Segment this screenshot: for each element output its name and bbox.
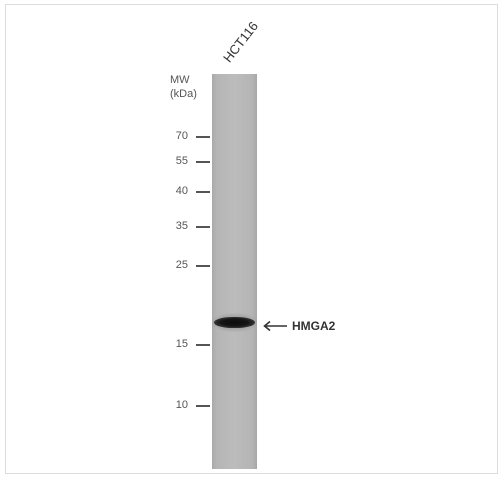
marker-tick — [196, 161, 210, 163]
marker-label: 25 — [175, 259, 188, 271]
marker-tick — [196, 191, 210, 193]
marker-10: 10 — [150, 399, 210, 412]
target-protein-label: HMGA2 — [292, 319, 336, 333]
marker-40: 40 — [150, 185, 210, 198]
marker-label: 15 — [175, 338, 188, 350]
marker-tick — [196, 226, 210, 228]
left-arrow-icon — [263, 320, 287, 332]
gel-lane — [212, 74, 257, 469]
marker-label: 55 — [175, 155, 188, 167]
marker-label: 10 — [175, 399, 188, 411]
molecular-weight-title: MW (kDa) — [170, 73, 197, 101]
marker-15: 15 — [150, 338, 210, 351]
marker-tick — [196, 265, 210, 267]
marker-tick — [196, 344, 210, 346]
marker-25: 25 — [150, 259, 210, 272]
marker-55: 55 — [150, 155, 210, 168]
marker-label: 40 — [175, 185, 188, 197]
marker-label: 70 — [175, 130, 188, 142]
mw-title-line1: MW — [170, 74, 190, 86]
marker-tick — [196, 405, 210, 407]
marker-70: 70 — [150, 130, 210, 143]
marker-tick — [196, 136, 210, 138]
marker-35: 35 — [150, 220, 210, 233]
marker-label: 35 — [175, 220, 188, 232]
mw-title-line2: (kDa) — [170, 88, 197, 100]
protein-band — [214, 317, 255, 328]
